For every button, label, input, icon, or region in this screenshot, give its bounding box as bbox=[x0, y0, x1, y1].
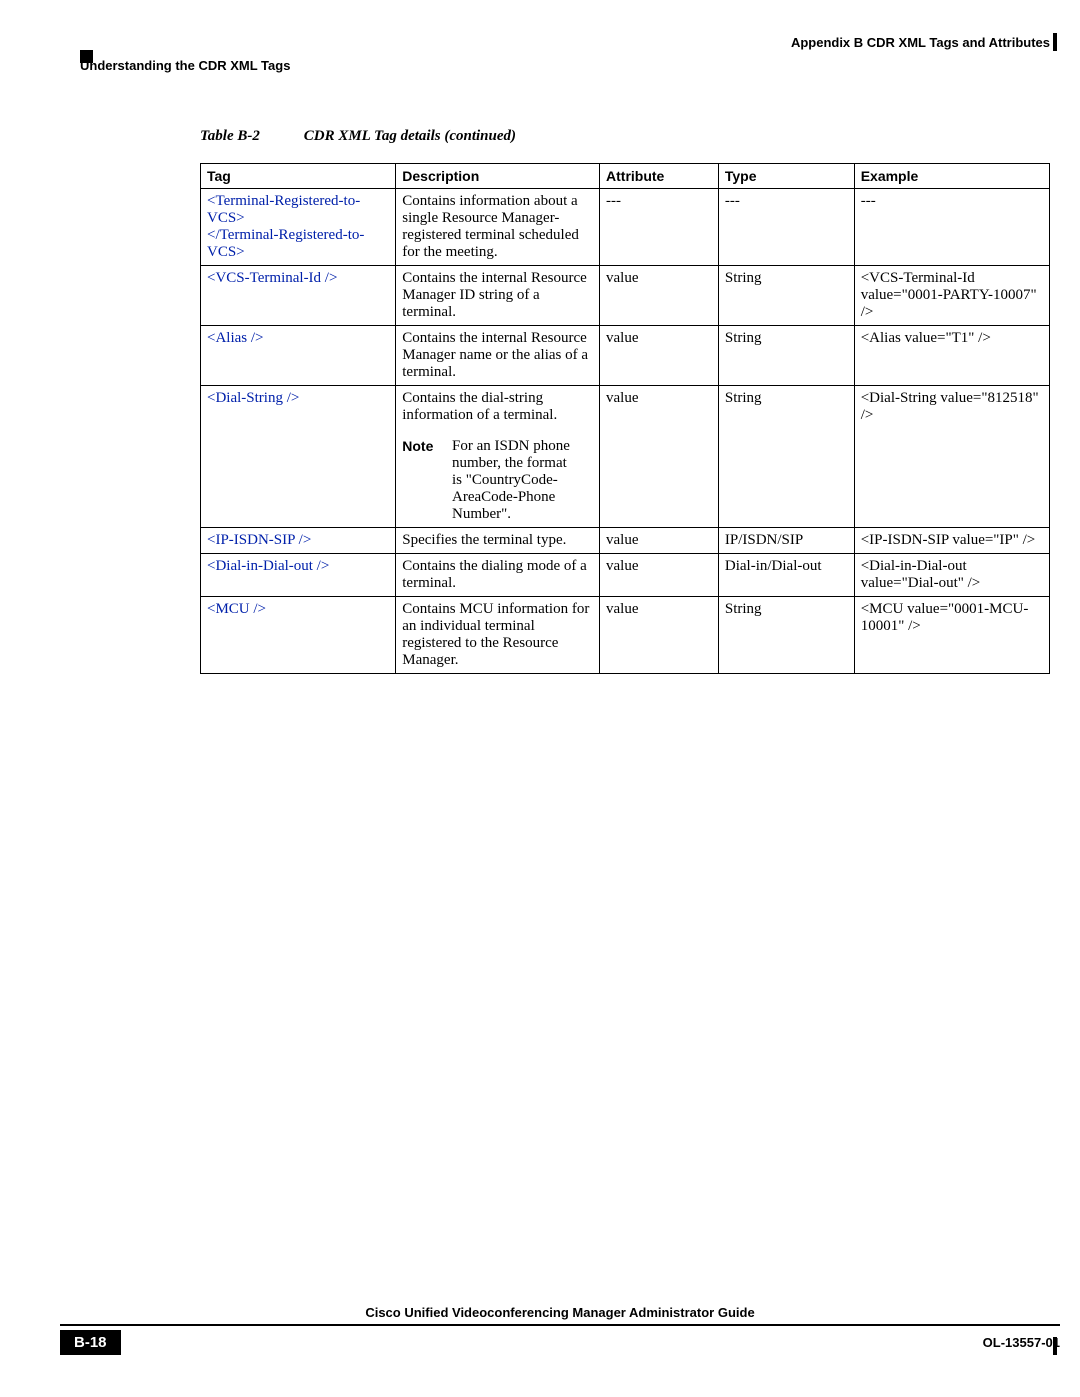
type-cell: String bbox=[718, 266, 854, 326]
header-marker-icon bbox=[80, 50, 93, 63]
table-row: <IP-ISDN-SIP /> Specifies the terminal t… bbox=[201, 528, 1050, 554]
table-row: <Alias /> Contains the internal Resource… bbox=[201, 326, 1050, 386]
page-content: Table B-2 CDR XML Tag details (continued… bbox=[200, 128, 1050, 674]
type-cell: Dial-in/Dial-out bbox=[718, 554, 854, 597]
table-row: <Dial-in-Dial-out /> Contains the dialin… bbox=[201, 554, 1050, 597]
col-header-example: Example bbox=[854, 164, 1049, 189]
tag-cell[interactable]: <MCU /> bbox=[201, 597, 396, 674]
type-cell: String bbox=[718, 597, 854, 674]
desc-cell: Contains MCU information for an individu… bbox=[396, 597, 600, 674]
attr-cell: value bbox=[600, 528, 719, 554]
footer-divider bbox=[60, 1324, 1060, 1326]
note-label: Note bbox=[402, 438, 448, 454]
tag-cell[interactable]: <Alias /> bbox=[201, 326, 396, 386]
desc-cell: Contains the dial-string information of … bbox=[396, 386, 600, 528]
note-block: Note For an ISDN phone number, the forma… bbox=[402, 438, 593, 523]
table-header-row: Tag Description Attribute Type Example bbox=[201, 164, 1050, 189]
ex-cell: <IP-ISDN-SIP value="IP" /> bbox=[854, 528, 1049, 554]
attr-cell: value bbox=[600, 266, 719, 326]
col-header-tag: Tag bbox=[201, 164, 396, 189]
footer-bottom: B-18 OL-13557-01 bbox=[60, 1330, 1060, 1355]
cdr-xml-table: Tag Description Attribute Type Example <… bbox=[200, 163, 1050, 674]
desc-text: Contains the dial-string information of … bbox=[402, 390, 557, 423]
table-caption: Table B-2 CDR XML Tag details (continued… bbox=[200, 128, 1050, 145]
table-row: <MCU /> Contains MCU information for an … bbox=[201, 597, 1050, 674]
ex-cell: <VCS-Terminal-Id value="0001-PARTY-10007… bbox=[854, 266, 1049, 326]
doc-id: OL-13557-01 bbox=[983, 1335, 1060, 1350]
tag-cell[interactable]: <VCS-Terminal-Id /> bbox=[201, 266, 396, 326]
attr-cell: value bbox=[600, 326, 719, 386]
table-row: <Terminal-Registered-to-VCS></Terminal-R… bbox=[201, 189, 1050, 266]
tag-cell[interactable]: <Dial-String /> bbox=[201, 386, 396, 528]
table-row: <Dial-String /> Contains the dial-string… bbox=[201, 386, 1050, 528]
desc-cell: Specifies the terminal type. bbox=[396, 528, 600, 554]
header-bar-right bbox=[1053, 33, 1057, 51]
guide-title: Cisco Unified Videoconferencing Manager … bbox=[60, 1305, 1060, 1320]
type-cell: --- bbox=[718, 189, 854, 266]
col-header-attribute: Attribute bbox=[600, 164, 719, 189]
attr-cell: value bbox=[600, 386, 719, 528]
table-title: CDR XML Tag details (continued) bbox=[304, 128, 516, 144]
attr-cell: value bbox=[600, 554, 719, 597]
col-header-description: Description bbox=[396, 164, 600, 189]
page-footer: Cisco Unified Videoconferencing Manager … bbox=[60, 1305, 1060, 1355]
ex-cell: <Dial-in-Dial-out value="Dial-out" /> bbox=[854, 554, 1049, 597]
type-cell: IP/ISDN/SIP bbox=[718, 528, 854, 554]
desc-cell: Contains the internal Resource Manager I… bbox=[396, 266, 600, 326]
ex-cell: <Dial-String value="812518" /> bbox=[854, 386, 1049, 528]
desc-cell: Contains information about a single Reso… bbox=[396, 189, 600, 266]
type-cell: String bbox=[718, 326, 854, 386]
tag-cell[interactable]: <IP-ISDN-SIP /> bbox=[201, 528, 396, 554]
ex-cell: <MCU value="0001-MCU-10001" /> bbox=[854, 597, 1049, 674]
ex-cell: <Alias value="T1" /> bbox=[854, 326, 1049, 386]
tag-cell[interactable]: <Dial-in-Dial-out /> bbox=[201, 554, 396, 597]
page-number-badge: B-18 bbox=[60, 1330, 121, 1355]
section-title: Understanding the CDR XML Tags bbox=[80, 58, 1060, 73]
appendix-line: Appendix B CDR XML Tags and Attributes bbox=[80, 35, 1060, 50]
desc-cell: Contains the dialing mode of a terminal. bbox=[396, 554, 600, 597]
col-header-type: Type bbox=[718, 164, 854, 189]
desc-cell: Contains the internal Resource Manager n… bbox=[396, 326, 600, 386]
attr-cell: --- bbox=[600, 189, 719, 266]
table-row: <VCS-Terminal-Id /> Contains the interna… bbox=[201, 266, 1050, 326]
footer-bar-right bbox=[1053, 1337, 1057, 1355]
attr-cell: value bbox=[600, 597, 719, 674]
table-number: Table B-2 bbox=[200, 128, 300, 145]
note-text: For an ISDN phone number, the format is … bbox=[452, 438, 572, 523]
type-cell: String bbox=[718, 386, 854, 528]
page-header: Appendix B CDR XML Tags and Attributes U… bbox=[80, 35, 1060, 73]
tag-cell[interactable]: <Terminal-Registered-to-VCS></Terminal-R… bbox=[201, 189, 396, 266]
ex-cell: --- bbox=[854, 189, 1049, 266]
